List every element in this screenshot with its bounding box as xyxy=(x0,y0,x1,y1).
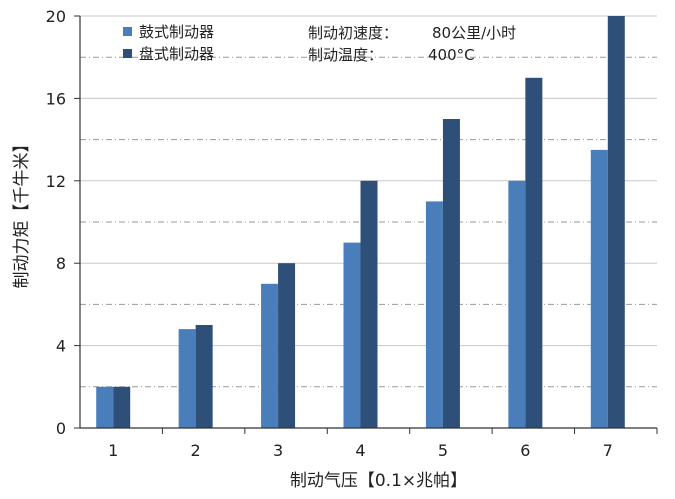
bar-drum-2 xyxy=(178,329,196,428)
annotation-value: 80公里/小时 xyxy=(432,24,516,42)
bar-disc-4 xyxy=(360,180,378,428)
y-tick-label: 8 xyxy=(56,254,66,273)
y-tick-label: 4 xyxy=(56,337,66,356)
bar-drum-5 xyxy=(425,201,443,428)
x-tick-label: 7 xyxy=(603,441,613,460)
axis-layer xyxy=(74,15,658,434)
y-tick-label: 0 xyxy=(56,419,66,438)
x-tick-label: 6 xyxy=(520,441,530,460)
x-tick-label: 1 xyxy=(108,441,118,460)
legend-swatch-drum xyxy=(123,27,132,36)
bar-disc-7 xyxy=(607,16,625,428)
bar-drum-4 xyxy=(343,242,361,428)
bars-layer xyxy=(96,16,625,429)
bar-disc-2 xyxy=(195,325,213,428)
y-tick-label: 16 xyxy=(46,89,66,108)
y-axis-title: 制动力矩【千牛米】 xyxy=(12,136,32,289)
annotation-label: 制动温度： xyxy=(308,46,383,64)
bar-disc-3 xyxy=(278,263,296,428)
bar-disc-1 xyxy=(113,386,131,428)
legend-swatch-disc xyxy=(123,49,132,58)
x-tick-label: 2 xyxy=(191,441,201,460)
bar-drum-1 xyxy=(96,386,114,428)
bar-drum-7 xyxy=(590,149,608,428)
legend-label-disc: 盘式制动器 xyxy=(139,45,214,63)
bar-disc-6 xyxy=(525,77,543,429)
annotation-label: 制动初速度： xyxy=(308,24,398,42)
x-tick-label: 4 xyxy=(355,441,365,460)
text-layer: 1 2 3 4 5 6 7048121620制动气压【0.1×兆帕】制动力矩【千牛米】鼓式制… xyxy=(12,7,613,491)
x-tick-label: 3 xyxy=(273,441,283,460)
x-axis-title: 制动气压【0.1×兆帕】 xyxy=(290,471,467,491)
x-tick-label: 5 xyxy=(438,441,448,460)
y-tick-label: 12 xyxy=(46,172,66,191)
annotation-value: 400°C xyxy=(428,46,475,64)
bar-disc-5 xyxy=(442,119,460,428)
y-tick-label: 20 xyxy=(46,7,66,26)
legend-label-drum: 鼓式制动器 xyxy=(139,23,214,41)
bar-drum-6 xyxy=(508,180,526,428)
bar-drum-3 xyxy=(261,283,279,428)
